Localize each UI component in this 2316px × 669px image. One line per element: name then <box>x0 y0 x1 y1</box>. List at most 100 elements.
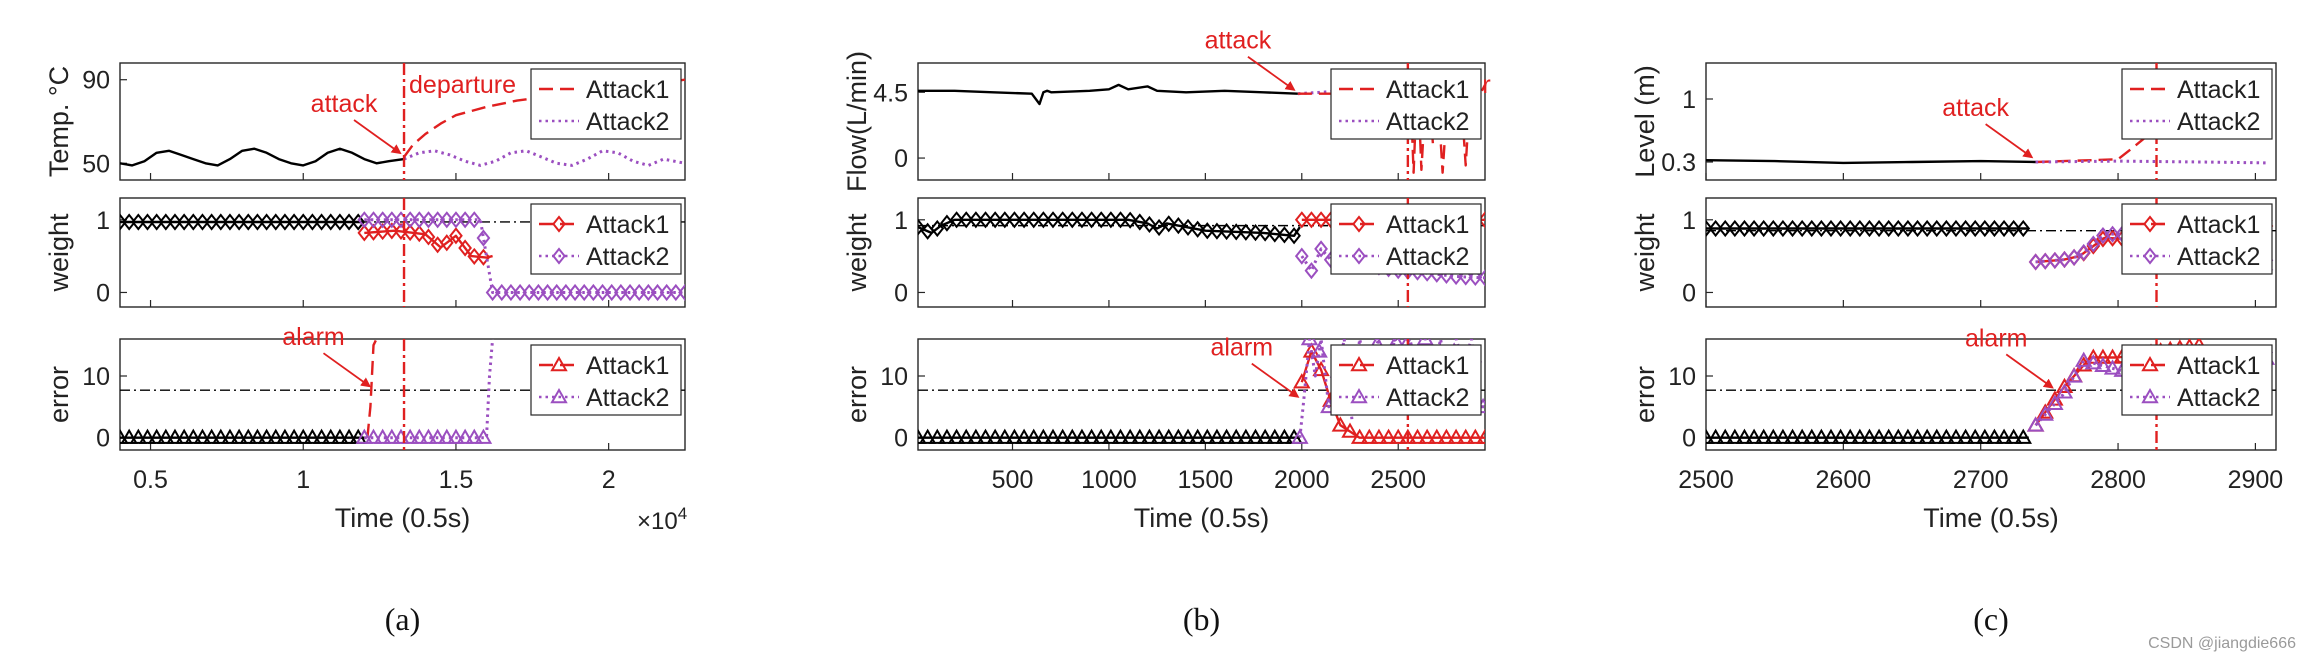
annotation-arrow <box>322 352 372 388</box>
data-marker-normal <box>1881 219 1896 238</box>
x-tick-label: 2000 <box>1274 466 1330 494</box>
data-marker-normal <box>168 213 182 231</box>
data-marker-normal <box>276 428 294 444</box>
y-tick-label: 0 <box>894 145 908 173</box>
data-marker-Attack2 <box>2067 248 2081 266</box>
data-marker-Attack2 <box>428 428 447 444</box>
axes-box <box>1705 338 2277 451</box>
figure-caption: (a) <box>385 601 421 637</box>
y-axis-label: error <box>1630 366 1660 423</box>
annotation-label: attack <box>311 90 378 118</box>
data-marker-normal <box>1132 213 1147 231</box>
data-marker-Attack2 <box>485 283 500 302</box>
y-axis-label: Level (m) <box>1630 65 1660 178</box>
legend: Attack1 Attack2 <box>530 68 682 140</box>
data-marker-Attack1 <box>1294 211 1309 229</box>
data-marker-normal <box>1246 428 1265 444</box>
data-marker-Attack2 <box>549 283 564 302</box>
data-marker-normal <box>1756 219 1771 238</box>
data-marker-Attack2 <box>439 211 454 229</box>
x-tick-label: 2700 <box>1953 466 2009 494</box>
data-marker-Attack2 <box>2055 383 2074 399</box>
legend-box <box>2121 203 2273 275</box>
legend-label: Attack2 <box>1386 108 1469 136</box>
data-marker-normal <box>1200 222 1215 240</box>
legend: Attack1 Attack2 <box>2121 203 2273 275</box>
data-marker-normal <box>1987 219 2002 238</box>
data-marker-Attack2 <box>465 428 483 444</box>
x-exponent: ×104 <box>637 504 687 535</box>
series-line-normal <box>120 147 405 167</box>
data-marker-normal <box>1073 428 1091 444</box>
data-marker-normal <box>986 428 1004 444</box>
data-marker-Attack2 <box>357 211 372 229</box>
data-marker-normal <box>1918 428 1936 444</box>
data-marker-Attack2 <box>375 211 390 229</box>
data-marker-normal <box>250 213 265 231</box>
series-line-Attack2 <box>364 339 495 440</box>
series-group <box>120 339 495 444</box>
chart-c-panel-3: 0 10 2500 2600 2700 2800 2900 error alarm Attack1… <box>1630 324 2283 494</box>
data-marker-Attack1 <box>1304 211 1319 229</box>
legend: Attack1 Attack2 <box>1330 203 1482 275</box>
data-marker-normal <box>1248 223 1263 242</box>
annotation-label: attack <box>1205 27 1272 55</box>
data-marker-normal <box>1267 225 1282 243</box>
data-marker-Attack1 <box>1447 428 1465 444</box>
y-tick-label: 0.3 <box>1661 149 1696 177</box>
data-marker-Attack1 <box>1360 428 1379 444</box>
data-marker-normal <box>1219 222 1234 241</box>
legend-label: Attack1 <box>2177 352 2260 380</box>
legend-box <box>2121 344 2273 416</box>
x-tick-label: 500 <box>992 466 1034 494</box>
figure-caption: (b) <box>1183 601 1220 637</box>
data-marker-normal <box>2004 428 2023 444</box>
data-marker-normal <box>1929 219 1944 238</box>
data-marker-normal <box>1968 219 1983 238</box>
data-marker-Attack2 <box>668 283 683 302</box>
data-marker-normal <box>1997 219 2011 238</box>
y-tick-label: 0 <box>96 425 110 453</box>
data-marker-Attack2 <box>678 283 685 302</box>
data-marker-normal <box>202 428 221 444</box>
y-tick-label: 0 <box>1682 425 1696 453</box>
data-marker-Attack1 <box>1408 428 1427 444</box>
data-marker-normal <box>1937 428 1956 444</box>
data-marker-Attack1 <box>1476 428 1485 444</box>
data-marker-normal <box>1843 219 1858 238</box>
data-marker-Attack2 <box>355 428 374 444</box>
data-marker-normal <box>1208 428 1226 444</box>
data-marker-Attack1 <box>2084 348 2103 364</box>
data-marker-Attack2 <box>2094 356 2112 373</box>
data-marker-normal <box>241 213 256 231</box>
data-marker-Attack2 <box>604 283 619 302</box>
data-marker-normal <box>1044 428 1062 444</box>
data-marker-Attack2 <box>2065 367 2083 383</box>
data-marker-normal <box>1063 428 1082 444</box>
legend-marker <box>552 247 566 265</box>
data-marker-normal <box>323 213 338 231</box>
data-marker-normal <box>978 211 993 229</box>
event-label: departure <box>409 71 516 99</box>
data-marker-Attack1 <box>403 223 418 242</box>
axes-box <box>119 62 686 181</box>
data-marker-normal <box>1870 428 1888 444</box>
chart-b: 04.5Flow(L/min)dangerattackAttack1Attack… <box>842 27 1491 637</box>
data-marker-Attack2 <box>1291 428 1309 444</box>
data-marker-normal <box>285 428 303 444</box>
x-tick-label: 2600 <box>1816 466 1872 494</box>
data-marker-Attack2 <box>373 428 392 444</box>
annotation-arrow <box>1247 55 1296 91</box>
y-tick-label: 1 <box>894 207 908 235</box>
x-tick-label: 2500 <box>1678 466 1734 494</box>
data-marker-Attack2 <box>1416 339 1434 346</box>
data-marker-normal <box>918 428 937 444</box>
data-marker-normal <box>1754 428 1773 444</box>
data-marker-normal <box>122 213 137 231</box>
data-marker-normal <box>1036 211 1051 229</box>
data-marker-normal <box>1899 428 1917 444</box>
annotation-label: alarm <box>282 323 345 351</box>
data-marker-Attack2 <box>384 211 399 229</box>
data-marker-normal <box>1210 222 1224 240</box>
data-marker-Attack2 <box>623 283 637 302</box>
